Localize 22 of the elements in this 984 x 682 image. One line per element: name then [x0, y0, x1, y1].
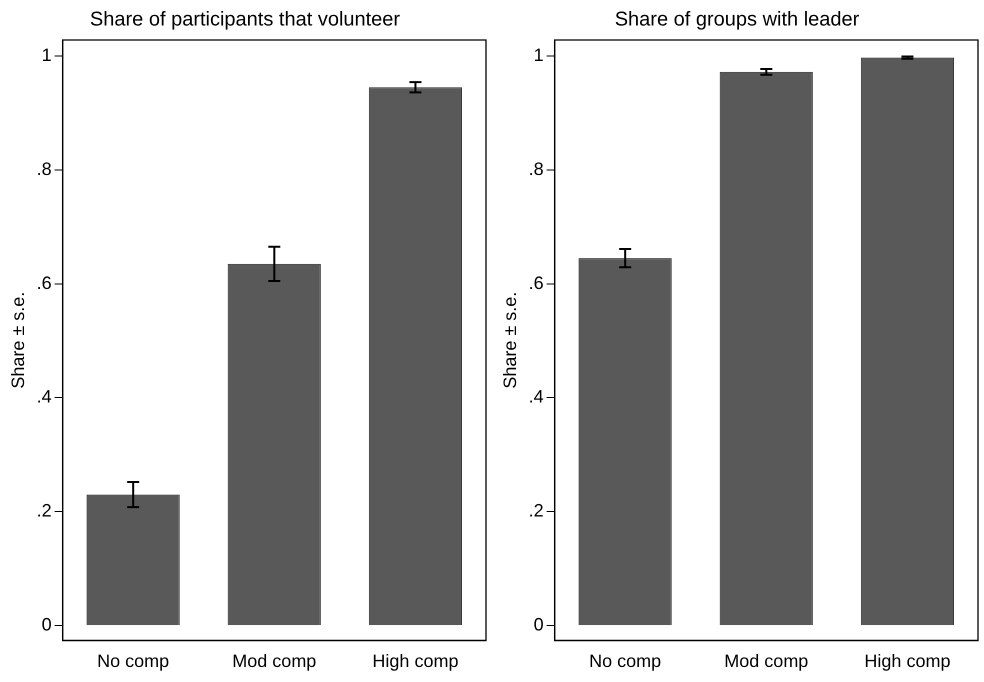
y-tick-label: .2 [36, 500, 52, 521]
x-tick-label: No comp [589, 651, 662, 672]
y-tick-label: .6 [36, 272, 52, 293]
y-axis-title: Share ± s.e. [8, 292, 28, 389]
x-tick-label: No comp [97, 651, 170, 672]
x-tick-label: Mod comp [232, 651, 316, 672]
y-tick-label: 1 [42, 44, 52, 65]
x-tick-label: High comp [864, 651, 950, 672]
chart-title: Share of groups with leader [614, 8, 860, 31]
y-tick-label: .8 [36, 158, 52, 179]
y-tick-label: 0 [42, 614, 52, 635]
y-tick-label: .8 [528, 158, 544, 179]
y-axis-title: Share ± s.e. [500, 292, 520, 389]
chart-title: Share of participants that volunteer [90, 8, 400, 31]
y-tick-label: 1 [534, 44, 544, 65]
y-tick-label: 0 [534, 614, 544, 635]
y-tick-label: .6 [528, 272, 544, 293]
y-tick-label: .4 [528, 386, 544, 407]
y-tick-label: .2 [528, 500, 544, 521]
y-tick-label: .4 [36, 386, 52, 407]
x-tick-label: Mod comp [724, 651, 808, 672]
x-tick-label: High comp [372, 651, 458, 672]
